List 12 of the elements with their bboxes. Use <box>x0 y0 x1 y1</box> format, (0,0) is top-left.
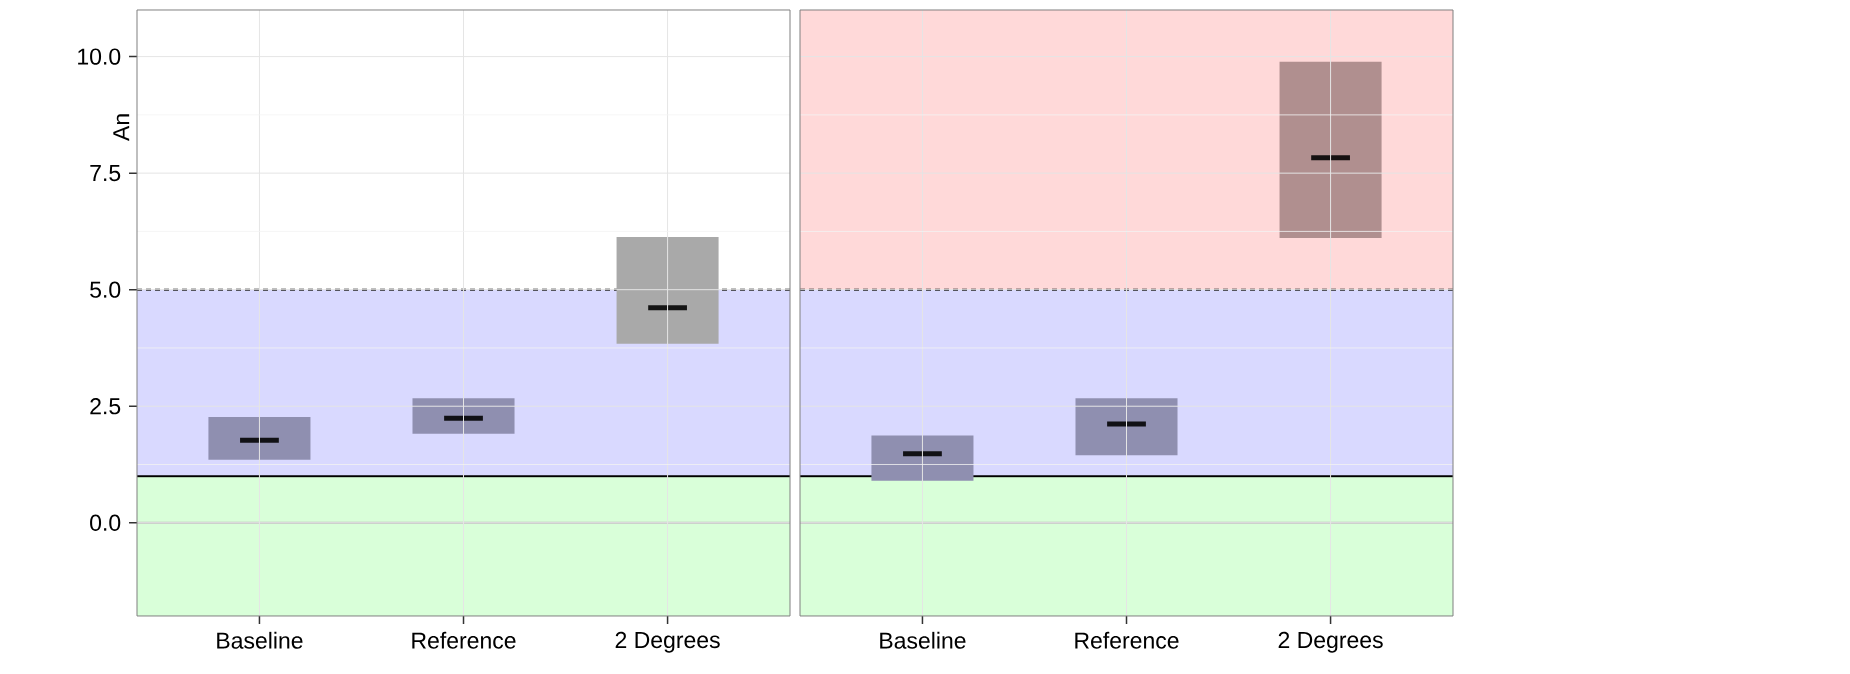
x-tick-label: 2 Degrees <box>615 631 720 653</box>
y-tick-label: 7.5 <box>90 165 121 182</box>
x-tick-label: Reference <box>412 631 516 649</box>
x-tick-label: Baseline <box>217 631 303 649</box>
y-tick-label: 2.5 <box>90 398 121 415</box>
x-tick-label: Baseline <box>880 631 966 649</box>
x-tick-label: 2 Degrees <box>1278 631 1383 653</box>
y-axis-title: An <box>113 114 130 141</box>
x-tick-label: Reference <box>1075 631 1179 649</box>
y-tick-label: 0.0 <box>90 514 121 531</box>
y-tick-label: 10.0 <box>78 48 121 65</box>
y-tick-label: 5.0 <box>90 281 121 298</box>
